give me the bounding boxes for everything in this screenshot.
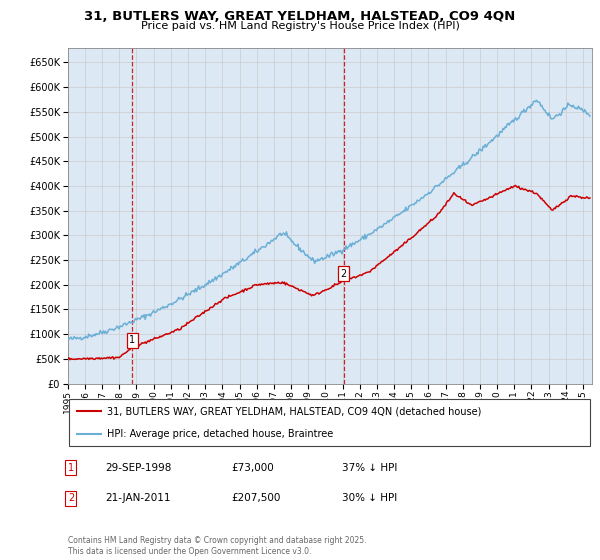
Text: 30% ↓ HPI: 30% ↓ HPI [342, 493, 397, 503]
Text: £73,000: £73,000 [231, 463, 274, 473]
Text: 21-JAN-2011: 21-JAN-2011 [105, 493, 170, 503]
Text: 29-SEP-1998: 29-SEP-1998 [105, 463, 172, 473]
Text: 1: 1 [68, 463, 74, 473]
Text: 37% ↓ HPI: 37% ↓ HPI [342, 463, 397, 473]
Text: 2: 2 [68, 493, 74, 503]
Text: Price paid vs. HM Land Registry's House Price Index (HPI): Price paid vs. HM Land Registry's House … [140, 21, 460, 31]
Text: 31, BUTLERS WAY, GREAT YELDHAM, HALSTEAD, CO9 4QN: 31, BUTLERS WAY, GREAT YELDHAM, HALSTEAD… [85, 10, 515, 23]
FancyBboxPatch shape [69, 399, 590, 446]
Text: Contains HM Land Registry data © Crown copyright and database right 2025.
This d: Contains HM Land Registry data © Crown c… [68, 536, 366, 556]
Text: 31, BUTLERS WAY, GREAT YELDHAM, HALSTEAD, CO9 4QN (detached house): 31, BUTLERS WAY, GREAT YELDHAM, HALSTEAD… [107, 406, 481, 416]
Text: £207,500: £207,500 [231, 493, 280, 503]
Text: 1: 1 [129, 335, 135, 345]
Text: 2: 2 [340, 269, 347, 279]
Text: HPI: Average price, detached house, Braintree: HPI: Average price, detached house, Brai… [107, 430, 334, 440]
